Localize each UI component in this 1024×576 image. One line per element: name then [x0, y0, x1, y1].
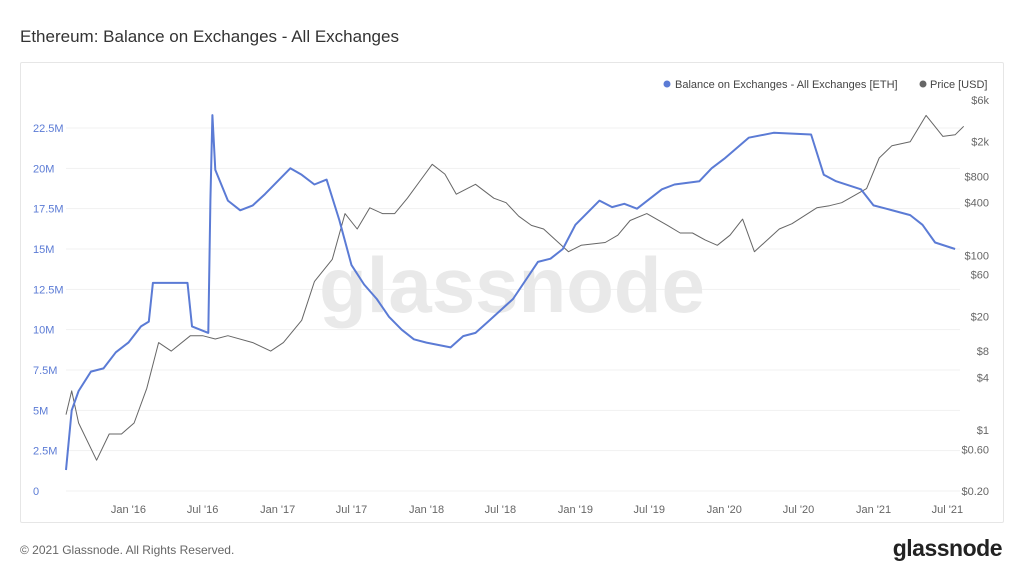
chart-card	[20, 62, 1004, 523]
x-tick-label: Jan '19	[558, 504, 593, 516]
right-tick-label: $1	[977, 425, 989, 437]
right-tick-label: $100	[965, 250, 989, 262]
left-tick-label: 10M	[33, 325, 54, 337]
right-tick-label: $800	[965, 171, 989, 183]
right-tick-label: $0.60	[961, 444, 989, 456]
price-line	[65, 114, 965, 461]
x-tick-label: Jul '19	[633, 504, 664, 516]
left-tick-label: 22.5M	[33, 123, 64, 135]
left-tick-label: 2.5M	[33, 446, 57, 458]
watermark: glassnode	[319, 241, 705, 329]
right-tick-label: $0.20	[961, 486, 989, 498]
right-tick-label: $4	[977, 372, 989, 384]
x-tick-label: Jul '17	[336, 504, 367, 516]
x-tick-label: Jan '21	[856, 504, 891, 516]
page-title: Ethereum: Balance on Exchanges - All Exc…	[20, 27, 399, 46]
x-tick-label: Jul '20	[783, 504, 814, 516]
x-tick-label: Jul '18	[485, 504, 516, 516]
x-tick-label: Jan '16	[111, 504, 146, 516]
left-tick-label: 12.5M	[33, 284, 64, 296]
right-tick-label: $8	[977, 346, 989, 358]
left-tick-label: 0	[33, 486, 39, 498]
left-tick-label: 7.5M	[33, 365, 57, 377]
left-tick-label: 15M	[33, 244, 54, 256]
legend-dot-balance	[663, 80, 671, 88]
x-tick-label: Jul '21	[932, 504, 963, 516]
x-tick-label: Jan '18	[409, 504, 444, 516]
right-tick-label: $20	[971, 311, 989, 323]
legend-dot-price	[919, 80, 927, 88]
legend-price: Price [USD]	[930, 79, 987, 91]
legend-balance: Balance on Exchanges - All Exchanges [ET…	[675, 79, 898, 91]
left-tick-label: 17.5M	[33, 204, 64, 216]
copyright: © 2021 Glassnode. All Rights Reserved.	[20, 543, 235, 557]
balance-line	[65, 114, 956, 471]
left-tick-label: 5M	[33, 405, 48, 417]
glassnode-logo: glassnode	[892, 535, 1003, 561]
x-tick-label: Jul '16	[187, 504, 218, 516]
right-tick-label: $400	[965, 198, 989, 210]
x-tick-label: Jan '17	[260, 504, 295, 516]
left-tick-label: 20M	[33, 163, 54, 175]
right-tick-label: $6k	[971, 95, 989, 107]
right-tick-label: $60	[971, 270, 989, 282]
right-tick-label: $2k	[971, 137, 989, 149]
x-tick-label: Jan '20	[707, 504, 742, 516]
